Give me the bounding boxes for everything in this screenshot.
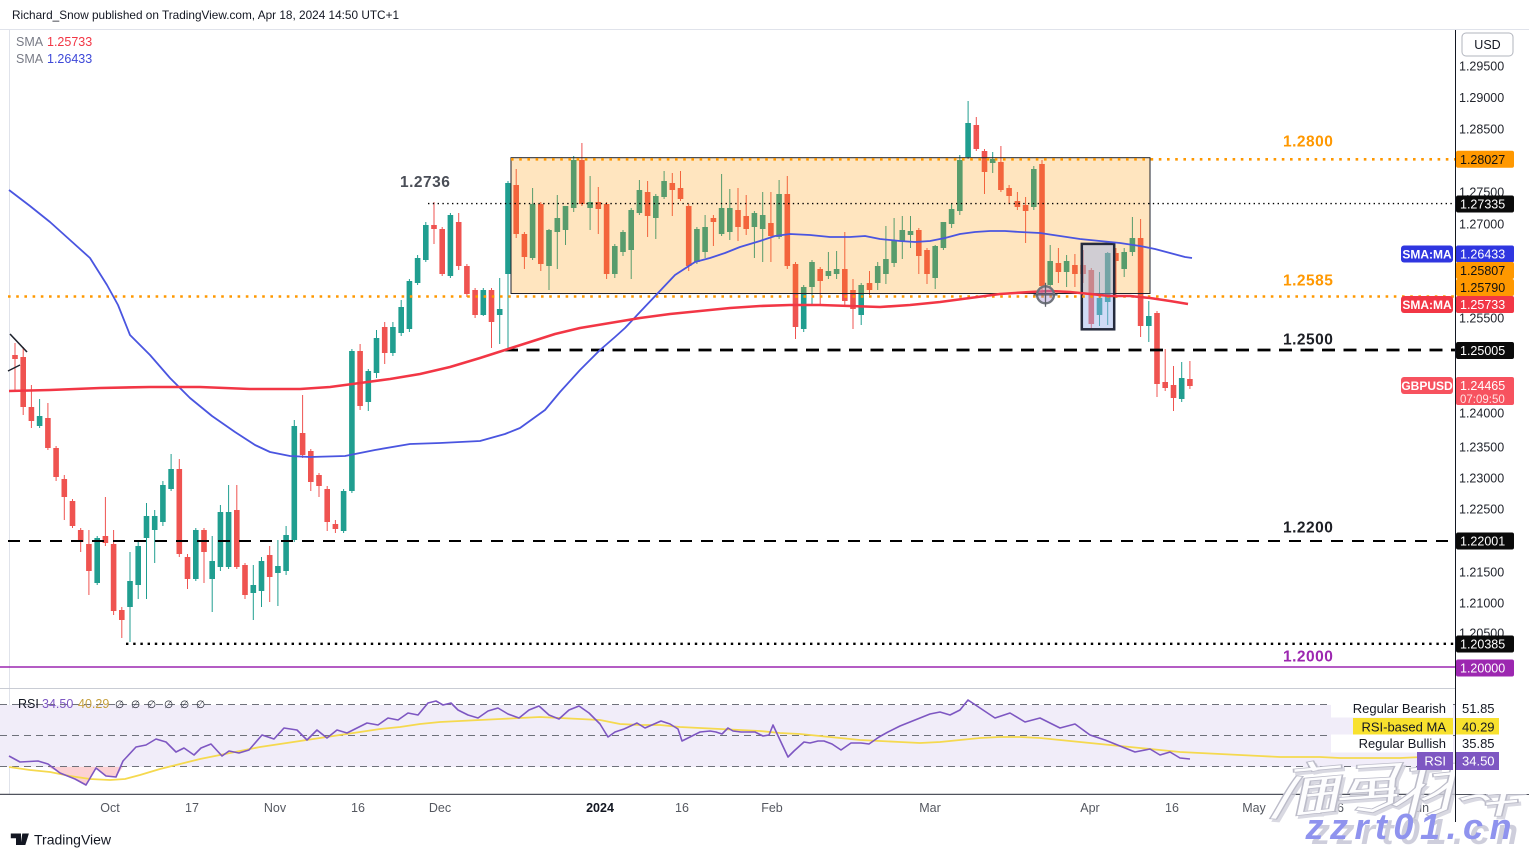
svg-text:SMA: SMA [16,35,44,49]
svg-text:1.22500: 1.22500 [1459,503,1504,517]
svg-text:1.2736: 1.2736 [400,174,450,191]
svg-text:34.50: 34.50 [42,697,73,711]
svg-text:1.24000: 1.24000 [1459,407,1504,421]
svg-text:1.26433: 1.26433 [47,52,92,66]
svg-text:Mar: Mar [919,801,941,815]
svg-text:∅: ∅ [115,699,124,711]
svg-text:May: May [1242,801,1266,815]
svg-text:∅: ∅ [196,699,205,711]
svg-text:2024: 2024 [586,801,614,815]
svg-text:1.2500: 1.2500 [1283,332,1333,349]
svg-text:1.25790: 1.25790 [1460,281,1505,295]
svg-text:1.28500: 1.28500 [1459,123,1504,137]
svg-text:USD: USD [1474,38,1500,52]
svg-text:∅: ∅ [147,699,156,711]
svg-text:1.2000: 1.2000 [1283,649,1333,666]
svg-text:1.29000: 1.29000 [1459,91,1504,105]
svg-text:TradingView: TradingView [34,832,112,848]
svg-text:1.27000: 1.27000 [1459,218,1504,232]
svg-text:zzrt01.cn: zzrt01.cn [1311,811,1525,852]
svg-text:RSI: RSI [1424,754,1446,769]
svg-text:1.25807: 1.25807 [1460,264,1505,278]
svg-text:1.21500: 1.21500 [1459,566,1504,580]
svg-text:RSI-based MA: RSI-based MA [1361,720,1446,735]
svg-text:1.25500: 1.25500 [1459,312,1504,326]
svg-text:1.22001: 1.22001 [1460,535,1505,549]
svg-text:Apr: Apr [1080,801,1099,815]
svg-text:SMA:MA: SMA:MA [1402,298,1452,312]
svg-text:1.23500: 1.23500 [1459,441,1504,455]
svg-text:1.27335: 1.27335 [1460,198,1505,212]
svg-text:34.50: 34.50 [1462,754,1495,769]
svg-text:1.29500: 1.29500 [1459,60,1504,74]
svg-text:1.26433: 1.26433 [1460,248,1505,262]
svg-text:GBPUSD: GBPUSD [1401,379,1453,393]
svg-text:Nov: Nov [264,801,287,815]
svg-text:Regular Bullish: Regular Bullish [1359,736,1446,751]
svg-text:1.25733: 1.25733 [47,35,92,49]
svg-text:1.2800: 1.2800 [1283,134,1333,151]
svg-text:1.21000: 1.21000 [1459,597,1504,611]
svg-text:Richard_Snow published on Trad: Richard_Snow published on TradingView.co… [12,8,399,22]
svg-text:Feb: Feb [761,801,783,815]
svg-text:∅: ∅ [164,699,173,711]
svg-text:07:09:50: 07:09:50 [1460,394,1505,406]
svg-text:Dec: Dec [429,801,451,815]
svg-text:1.23000: 1.23000 [1459,472,1504,486]
svg-text:1.2585: 1.2585 [1283,273,1333,290]
svg-text:16: 16 [1165,801,1179,815]
svg-text:∅: ∅ [180,699,189,711]
svg-text:RSI: RSI [18,697,39,711]
svg-text:35.85: 35.85 [1462,736,1495,751]
svg-text:1.2200: 1.2200 [1283,520,1333,537]
svg-text:1.24465: 1.24465 [1460,379,1505,393]
svg-text:40.29: 40.29 [1462,720,1495,735]
svg-text:40.29: 40.29 [78,697,109,711]
svg-text:Oct: Oct [100,801,120,815]
svg-text:Regular Bearish: Regular Bearish [1353,701,1446,716]
svg-text:16: 16 [675,801,689,815]
svg-text:1.28027: 1.28027 [1460,153,1505,167]
svg-text:SMA:MA: SMA:MA [1402,248,1452,262]
svg-text:16: 16 [351,801,365,815]
svg-text:zzrt01.cn: zzrt01.cn [1304,806,1518,847]
svg-text:1.25005: 1.25005 [1460,344,1505,358]
svg-text:SMA: SMA [16,52,44,66]
svg-text:51.85: 51.85 [1462,701,1495,716]
svg-text:1.20000: 1.20000 [1460,662,1505,676]
svg-text:∅: ∅ [131,699,140,711]
svg-text:17: 17 [185,801,199,815]
svg-text:1.20385: 1.20385 [1460,638,1505,652]
svg-text:1.25733: 1.25733 [1460,298,1505,312]
